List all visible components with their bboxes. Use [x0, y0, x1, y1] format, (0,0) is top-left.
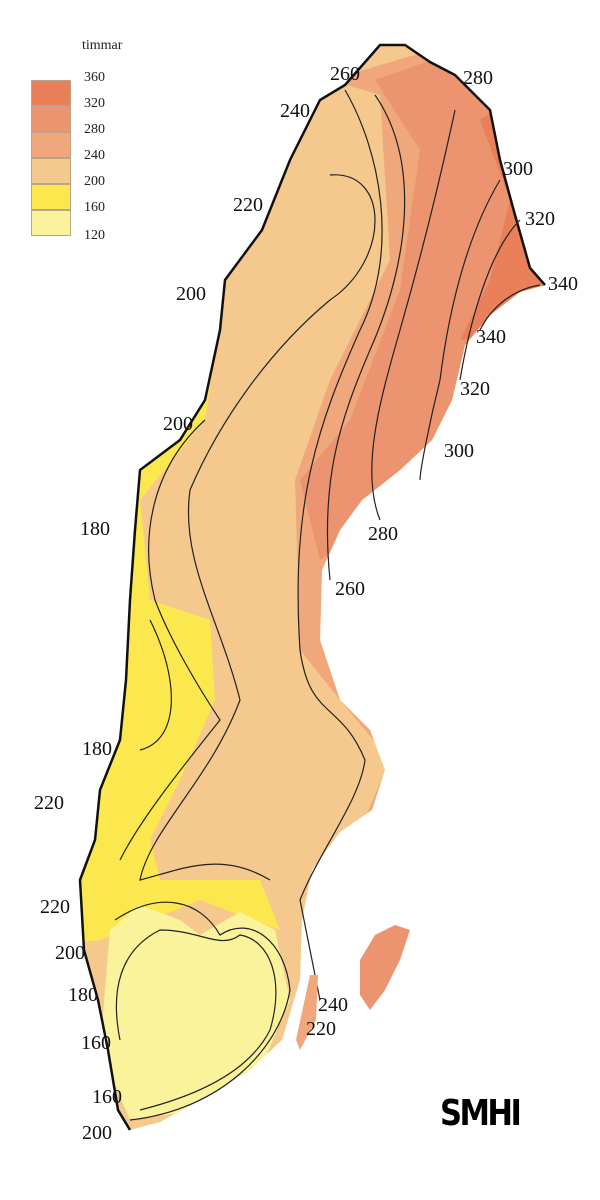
- isoline-label: 180: [82, 738, 112, 760]
- isoline-label: 280: [368, 523, 398, 545]
- isoline-label: 160: [81, 1032, 111, 1054]
- isoline-label: 320: [525, 208, 555, 230]
- isoline-label: 340: [476, 326, 506, 348]
- country-outline: [78, 43, 546, 1131]
- isoline-label: 160: [92, 1086, 122, 1108]
- legend-swatch-280-320: [31, 106, 71, 132]
- isoline-label: 220: [233, 194, 263, 216]
- isoline-label: 240: [318, 994, 348, 1016]
- legend-swatch-240-280: [31, 132, 71, 158]
- legend-tick: 120: [84, 228, 105, 243]
- isoline-label: 280: [463, 67, 493, 89]
- smhi-logo: SMHI: [440, 1093, 522, 1134]
- isoline-label: 220: [306, 1018, 336, 1040]
- legend-swatch-200-240: [31, 158, 71, 184]
- isoline-label: 200: [82, 1122, 112, 1144]
- isoline-label: 300: [444, 440, 474, 462]
- island-gotland: [360, 925, 410, 1010]
- isoline-label: 240: [280, 100, 310, 122]
- isoline-label: 200: [163, 413, 193, 435]
- isoline-label: 180: [68, 984, 98, 1006]
- zone-120-160: [100, 905, 290, 1120]
- isoline-label: 340: [548, 273, 578, 295]
- isolines: [114, 89, 541, 1121]
- isoline-label: 220: [40, 896, 70, 918]
- legend-swatch-120-160: [31, 210, 71, 236]
- isoline-label: 300: [503, 158, 533, 180]
- isoline-label: 260: [335, 578, 365, 600]
- legend-swatch-160-200: [31, 184, 71, 210]
- isoline-label: 200: [176, 283, 206, 305]
- isoline-label: 260: [330, 63, 360, 85]
- legend-tick: 160: [84, 200, 105, 215]
- legend-tick: 280: [84, 122, 105, 137]
- legend-tick: 360: [84, 70, 105, 85]
- isoline-label: 320: [460, 378, 490, 400]
- zone-160-200: [80, 290, 280, 950]
- isoline-label: 220: [34, 792, 64, 814]
- isoline-label: 180: [80, 518, 110, 540]
- legend-unit: timmar: [82, 38, 123, 53]
- legend-swatch-320-360: [31, 80, 71, 106]
- island-oland: [296, 975, 318, 1050]
- isoline-label: 200: [55, 942, 85, 964]
- legend-tick: 320: [84, 96, 105, 111]
- legend-tick: 200: [84, 174, 105, 189]
- legend-tick: 240: [84, 148, 105, 163]
